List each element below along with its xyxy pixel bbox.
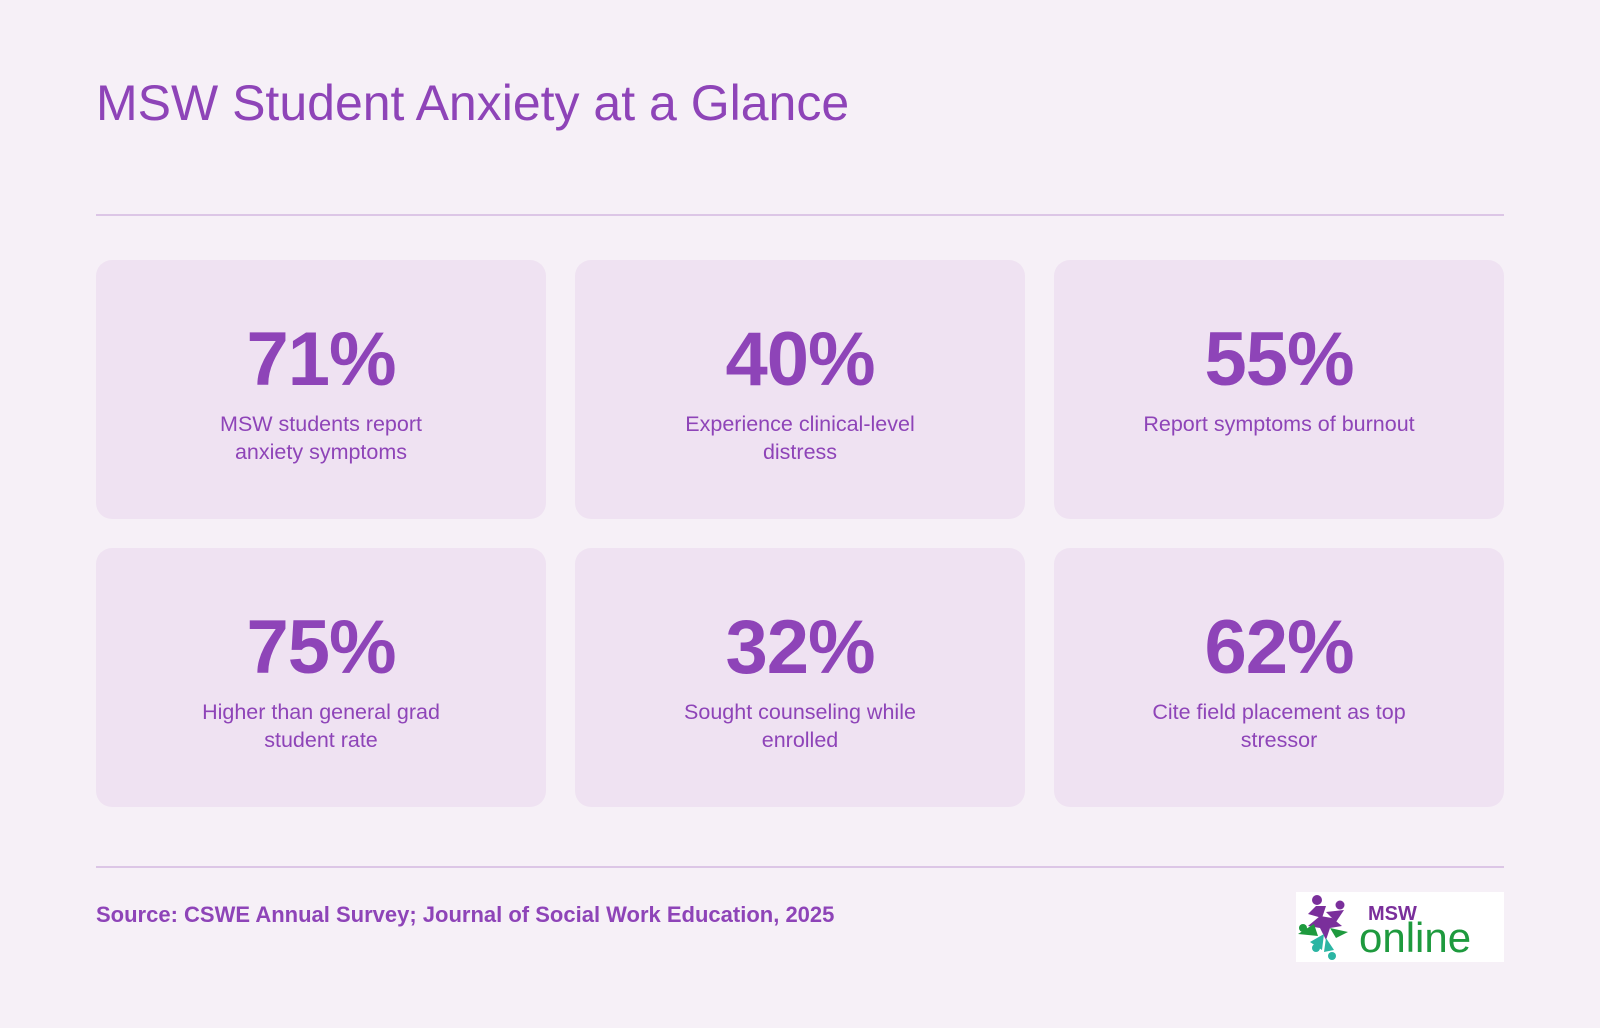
stat-value: 62% <box>1204 605 1354 690</box>
page-title: MSW Student Anxiety at a Glance <box>96 75 850 131</box>
logo-top-text: MSW <box>1368 903 1417 925</box>
star-people-icon: MSW online <box>1298 895 1471 961</box>
source-citation: Source: CSWE Annual Survey; Journal of S… <box>96 902 835 927</box>
stat-value: 71% <box>246 317 396 402</box>
stats-grid: 71% MSW students report anxiety symptoms… <box>96 260 1504 807</box>
stat-card: 71% MSW students report anxiety symptoms <box>96 260 546 519</box>
stat-label: Cite field placement as top stressor <box>1152 700 1406 752</box>
stat-label: Experience clinical-level distress <box>685 412 915 464</box>
msw-online-logo: MSW online <box>1296 892 1504 962</box>
stat-label: MSW students report anxiety symptoms <box>220 412 422 464</box>
stat-value: 75% <box>246 605 396 690</box>
top-divider <box>96 214 1504 216</box>
stat-label: Report symptoms of burnout <box>1143 412 1415 436</box>
stat-card: 32% Sought counseling while enrolled <box>575 548 1025 807</box>
stat-label: Sought counseling while enrolled <box>684 700 916 752</box>
stat-card: 75% Higher than general grad student rat… <box>96 548 546 807</box>
stat-card: 62% Cite field placement as top stressor <box>1054 548 1504 807</box>
stat-value: 32% <box>725 605 875 690</box>
stat-value: 55% <box>1204 317 1354 402</box>
stat-value: 40% <box>725 317 875 402</box>
stat-card: 55% Report symptoms of burnout <box>1054 260 1504 519</box>
stat-label: Higher than general grad student rate <box>202 700 440 752</box>
bottom-divider <box>96 866 1504 868</box>
logo-main-text: online <box>1359 914 1471 961</box>
stat-card: 40% Experience clinical-level distress <box>575 260 1025 519</box>
